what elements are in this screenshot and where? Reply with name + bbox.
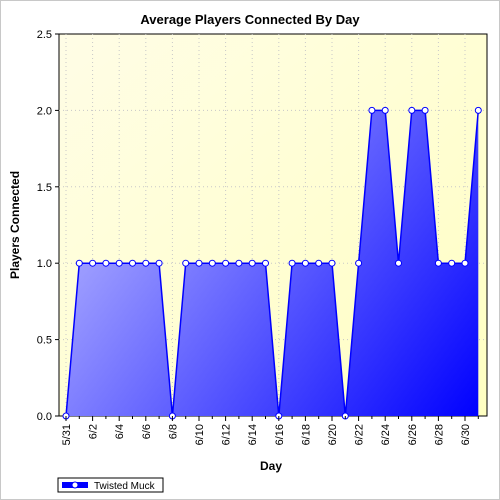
- x-tick-label: 6/18: [300, 424, 312, 445]
- y-axis-title: Players Connected: [8, 171, 22, 279]
- legend-box: [57, 477, 164, 493]
- data-point: [208, 259, 216, 267]
- data-point: [408, 106, 416, 114]
- y-tick-label: 0.0: [37, 411, 52, 423]
- data-point: [195, 259, 203, 267]
- x-tick-label: 6/14: [247, 424, 259, 445]
- data-point: [155, 259, 163, 267]
- data-point: [222, 259, 230, 267]
- data-point: [235, 259, 243, 267]
- data-point: [461, 259, 469, 267]
- data-point: [328, 259, 336, 267]
- y-axis-ticks: 0.0 0.5 1.0 1.5 2.0 2.5: [37, 29, 59, 423]
- data-point: [448, 259, 456, 267]
- data-point: [381, 106, 389, 114]
- data-point: [262, 259, 269, 267]
- x-tick-label: 6/10: [194, 424, 206, 445]
- x-tick-label: 6/26: [407, 424, 419, 445]
- x-tick-label: 6/24: [380, 424, 392, 445]
- data-point: [129, 259, 136, 267]
- x-axis-ticks: 5/31 6/2 6/4 6/6 6/8 6/10 6/12 6/14 6/16 6/18 6/20…: [61, 416, 479, 445]
- data-point: [102, 259, 110, 267]
- x-tick-label: 6/28: [433, 424, 445, 445]
- series-area-layer: [62, 106, 482, 420]
- data-point: [434, 259, 442, 267]
- x-tick-label: 6/2: [88, 424, 100, 439]
- x-axis-title: Day: [260, 459, 282, 473]
- data-point: [89, 259, 97, 267]
- data-point: [182, 259, 190, 267]
- x-tick-label: 6/8: [167, 424, 179, 439]
- y-tick-label: 1.5: [37, 182, 52, 194]
- x-tick-label: 6/20: [327, 424, 339, 445]
- series-area: [66, 110, 479, 417]
- y-tick-label: 2.5: [37, 29, 52, 41]
- data-point: [368, 106, 376, 114]
- x-tick-label: 6/30: [460, 424, 472, 445]
- y-tick-label: 1.0: [37, 258, 52, 270]
- legend-label: Twisted Muck: [94, 481, 156, 492]
- data-point: [75, 259, 83, 267]
- y-tick-label: 0.5: [37, 335, 52, 347]
- data-point: [355, 259, 363, 267]
- x-tick-label: 5/31: [61, 424, 73, 445]
- legend: Twisted Muck: [57, 477, 164, 493]
- legend-marker: [71, 481, 79, 489]
- data-point: [288, 259, 296, 267]
- data-point: [142, 259, 150, 267]
- data-point: [421, 106, 429, 114]
- x-tick-label: 6/12: [221, 424, 233, 445]
- data-point: [115, 259, 123, 267]
- y-tick-label: 2.0: [37, 105, 52, 117]
- data-point: [301, 259, 309, 267]
- data-point: [315, 259, 323, 267]
- chart-title: Average Players Connected By Day: [140, 12, 360, 27]
- data-point: [395, 259, 402, 267]
- x-tick-label: 6/22: [354, 424, 366, 445]
- x-tick-label: 6/4: [114, 424, 126, 439]
- x-tick-label: 6/6: [141, 424, 153, 439]
- data-point: [474, 106, 482, 114]
- x-tick-label: 6/16: [274, 424, 286, 445]
- data-point: [248, 259, 256, 267]
